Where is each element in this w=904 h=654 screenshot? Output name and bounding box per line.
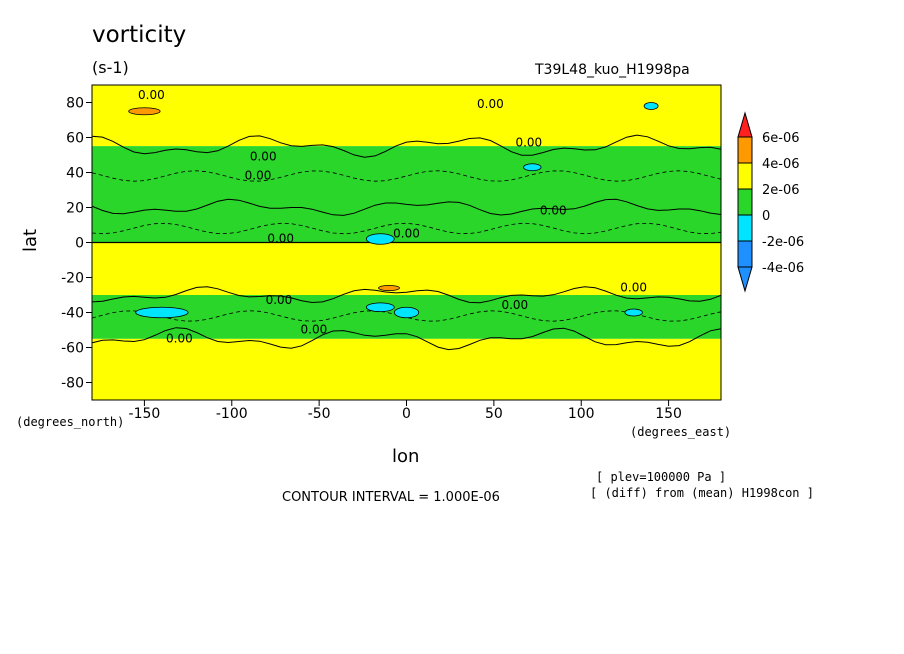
y-tick-label-6: 40 [66,166,84,182]
experiment-label: T39L48_kuo_H1998pa [535,62,690,78]
chart-title: vorticity [92,22,187,48]
colorbar-label-1: 4e-06 [762,157,800,172]
contour-label-5: 0.00 [540,204,567,218]
contour-line-0 [92,134,721,158]
y-tick-label-4: 0 [75,236,84,252]
lat-band-4 [92,242,721,295]
colorbar-over-arrow [737,111,753,138]
x-axis-label: lon [392,446,420,467]
contour-label-4: 0.00 [515,135,542,149]
x-tick-label-2: -50 [308,406,331,422]
annotation-plev: [ plev=100000 Pa ] [596,470,727,484]
x-axis-unit: (degrees_east) [630,425,732,439]
colorbar-box-4 [737,240,753,268]
x-tick-label-0: -150 [129,406,161,422]
anomaly-patch-8 [365,233,395,245]
anomaly-patch-0 [135,306,189,319]
negative-contour-2 [92,310,721,322]
anomaly-patch-1 [393,306,420,319]
colorbar-label-5: -4e-06 [762,261,804,276]
anomaly-patch-5 [523,163,542,172]
y-tick-label-1: -60 [61,341,84,357]
x-tick-label-5: 100 [568,406,595,422]
contour-line-3 [92,327,721,351]
contour-label-12: 0.00 [166,331,193,345]
colorbar-under-arrow [737,266,753,293]
lat-band-3 [92,207,721,243]
y-tick-label-0: -80 [61,376,84,392]
anomaly-patch-2 [365,302,395,313]
anomaly-patch-6 [643,102,659,110]
colorbar-label-0: 6e-06 [762,131,800,146]
colorbar-label-2: 2e-06 [762,183,800,198]
colorbar-box-0 [737,136,753,164]
colorbar-box-3 [737,214,753,242]
anomaly-patch-3 [128,107,161,116]
lat-band-1 [92,102,721,147]
contour-label-7: 0.00 [393,226,420,240]
lat-band-0 [92,85,721,103]
anomaly-patch-4 [378,284,400,292]
annotation-diff: [ (diff) from (mean) H1998con ] [590,486,814,500]
y-tick-label-2: -40 [61,306,84,322]
contour-interval: CONTOUR INTERVAL = 1.000E-06 [282,490,500,505]
contour-line-1 [92,198,721,216]
anomaly-patch-7 [624,308,643,317]
colorbar-label-3: 0 [762,209,770,224]
lat-band-6 [92,338,721,400]
x-tick-label-6: 150 [655,406,682,422]
lat-band-2 [92,146,721,208]
contour-line-2 [92,286,721,304]
y-tick-label-3: -20 [61,271,84,287]
contour-label-10: 0.00 [501,298,528,312]
y-tick-label-5: 20 [66,201,84,217]
colorbar-box-2 [737,188,753,216]
contour-label-1: 0.00 [477,97,504,111]
x-tick-label-3: 0 [402,406,411,422]
contour-label-9: 0.00 [266,293,293,307]
contour-label-0: 0.00 [138,88,165,102]
y-tick-label-7: 60 [66,131,84,147]
y-tick-label-8: 80 [66,96,84,112]
negative-contour-1 [92,222,721,235]
y-axis-unit: (degrees_north) [16,415,125,429]
x-tick-label-1: -100 [216,406,248,422]
colorbar-label-4: -2e-06 [762,235,804,250]
contour-label-11: 0.00 [301,323,328,337]
colorbar-box-1 [737,162,753,190]
negative-contour-0 [92,170,721,182]
chart-units: (s-1) [92,58,129,77]
contour-label-8: 0.00 [620,281,647,295]
contour-label-2: 0.00 [250,149,277,163]
contour-label-3: 0.00 [245,169,272,183]
x-tick-label-4: 50 [485,406,503,422]
contour-label-6: 0.00 [267,232,294,246]
